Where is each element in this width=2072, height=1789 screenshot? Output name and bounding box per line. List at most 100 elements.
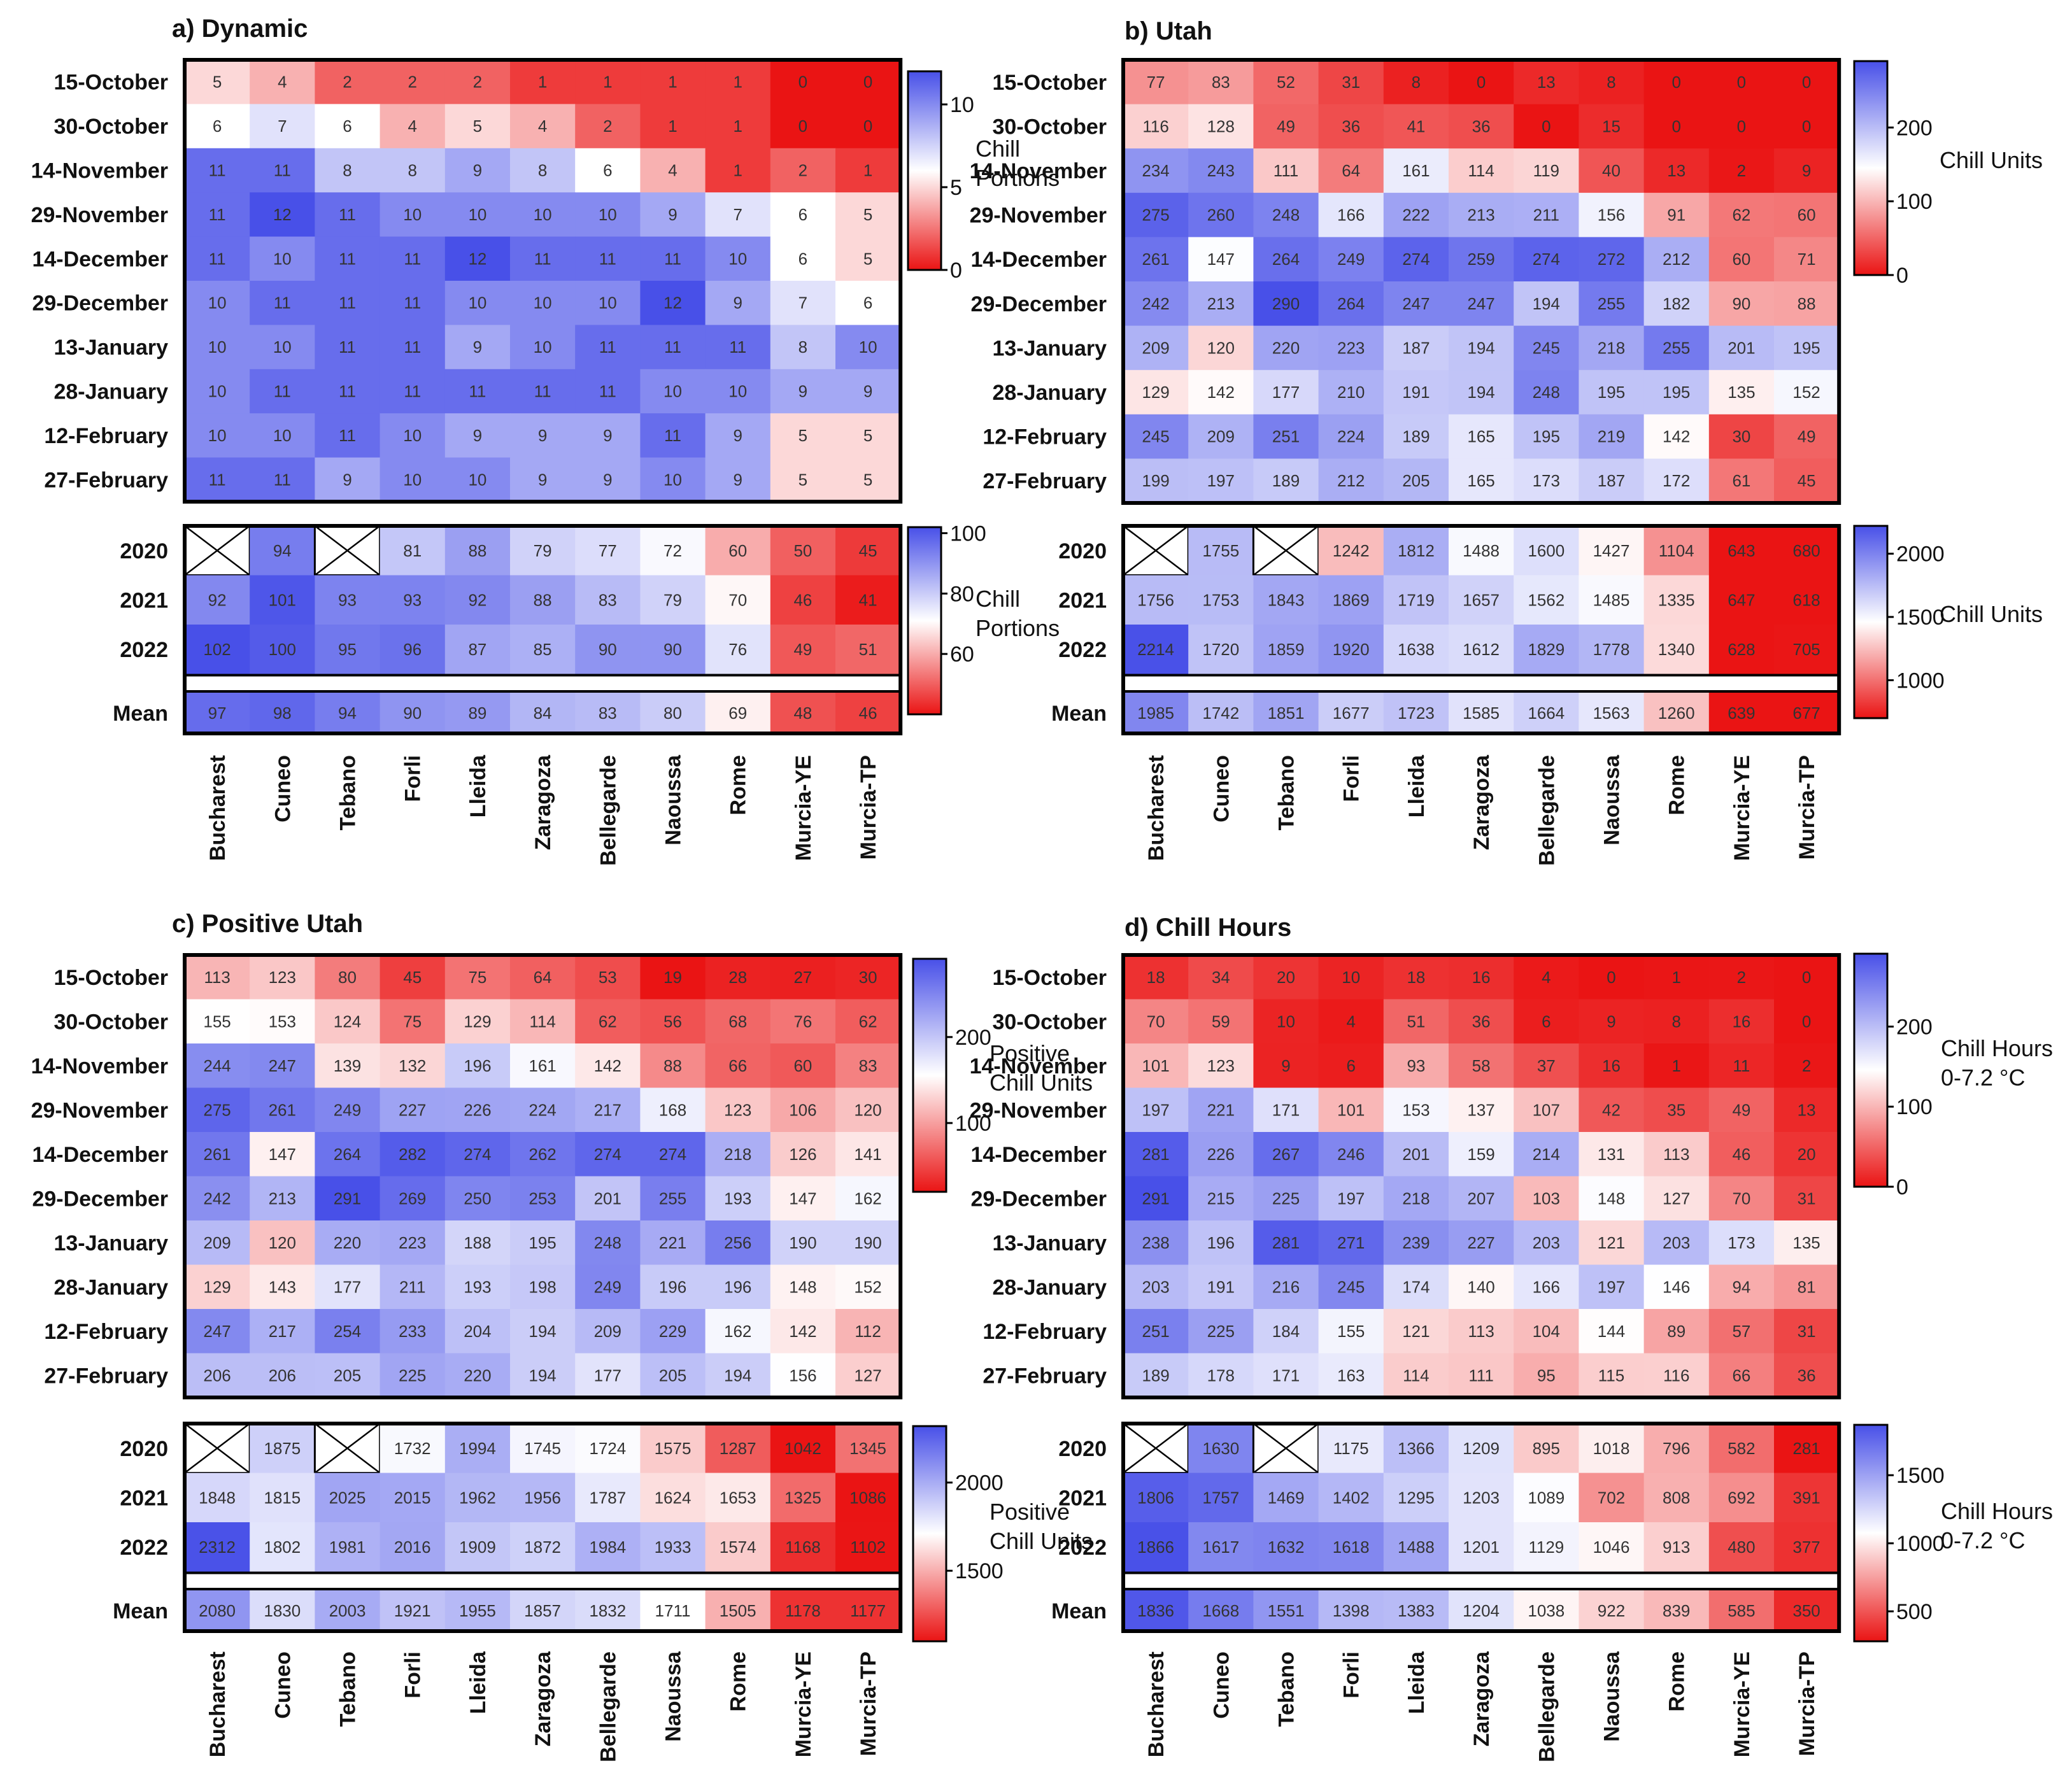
heat-cell <box>1643 414 1710 459</box>
heat-cell <box>1708 1087 1775 1133</box>
heat-cell <box>444 60 511 104</box>
heat-cell <box>1253 955 1319 1000</box>
heat-cell <box>315 1132 381 1177</box>
heat-cell <box>640 281 706 325</box>
heat-cell <box>510 192 576 237</box>
heat-cell <box>1643 60 1710 105</box>
heat-cell <box>835 1087 901 1133</box>
heat-cell <box>1253 370 1319 415</box>
heat-cell <box>315 1176 381 1221</box>
heat-cell <box>1383 1087 1449 1133</box>
cell-value: 135 <box>1792 1233 1820 1252</box>
cell-value: 199 <box>1142 471 1169 490</box>
mean-value: 1668 <box>1202 1601 1239 1620</box>
heat-cell <box>575 1264 641 1310</box>
heat-cell <box>1449 1353 1514 1398</box>
annual-cell <box>1383 526 1449 576</box>
cell-value: 10 <box>273 337 292 357</box>
cell-value: 227 <box>1467 1233 1494 1252</box>
annual-cell <box>1579 575 1645 625</box>
row-label: 15-October <box>993 966 1107 990</box>
cell-value: 4 <box>278 73 287 92</box>
annual-value: 94 <box>273 541 292 560</box>
heat-cell <box>1774 104 1840 149</box>
annual-cell <box>1188 1473 1254 1523</box>
column-label: Bucharest <box>1144 1651 1168 1757</box>
heat-cell <box>1579 1220 1645 1266</box>
annual-cell <box>705 1473 771 1523</box>
cell-value: 9 <box>733 426 742 445</box>
missing-cross <box>184 525 250 576</box>
heat-cell <box>510 1176 576 1221</box>
heat-cell <box>1188 414 1254 459</box>
heat-cell <box>640 104 706 149</box>
heat-cell <box>250 148 315 193</box>
annual-value: 796 <box>1663 1439 1690 1458</box>
cell-value: 204 <box>464 1322 491 1341</box>
mean-cell <box>315 1590 381 1631</box>
heat-cell <box>1123 955 1189 1000</box>
heat-cell <box>1514 414 1579 459</box>
cell-value: 123 <box>1207 1056 1235 1075</box>
annual-value: 1402 <box>1333 1488 1370 1507</box>
annual-cell <box>250 1522 315 1573</box>
heat-cell <box>1449 1264 1514 1310</box>
separator-gap <box>1123 674 1840 693</box>
heat-cell <box>1318 414 1384 459</box>
column-label: Bucharest <box>206 755 230 861</box>
heat-cell <box>1188 999 1254 1044</box>
heat-cell <box>1643 1132 1710 1177</box>
heat-cell <box>1514 1353 1579 1398</box>
mean-value: 585 <box>1728 1601 1755 1620</box>
annual-value: 101 <box>269 590 296 609</box>
heat-cell <box>705 236 771 281</box>
annual-value: 1624 <box>655 1488 692 1507</box>
panel-title: a) Dynamic <box>172 15 308 43</box>
row-label: 12-February <box>983 1320 1107 1344</box>
heat-cell <box>1708 1353 1775 1398</box>
cell-value: 6 <box>798 205 807 224</box>
annual-cell <box>1514 526 1579 576</box>
heat-cell <box>835 413 901 458</box>
annual-value: 1802 <box>264 1538 301 1557</box>
heat-cell <box>770 192 836 237</box>
cell-value: 10 <box>403 426 422 445</box>
cell-value: 129 <box>464 1012 491 1031</box>
heat-cell <box>380 1220 446 1266</box>
annual-cell <box>575 1424 641 1474</box>
annual-value: 41 <box>859 590 877 609</box>
annual-cell <box>1123 1473 1189 1523</box>
cell-value: 7 <box>278 117 287 136</box>
missing-cross <box>1123 525 1189 576</box>
heat-cell <box>444 369 511 414</box>
cell-value: 248 <box>594 1233 621 1252</box>
heat-cell <box>835 148 901 193</box>
heat-cell <box>1643 192 1710 237</box>
annual-value: 1859 <box>1268 640 1305 659</box>
heat-cell <box>1708 1309 1775 1354</box>
heat-cell <box>1123 281 1189 327</box>
annual-value: 2312 <box>199 1538 236 1557</box>
cell-value: 36 <box>1342 117 1360 136</box>
cell-value: 9 <box>473 426 482 445</box>
heat-cell <box>250 104 315 149</box>
cell-value: 182 <box>1663 294 1690 313</box>
cell-value: 1 <box>1671 968 1680 987</box>
annual-cell <box>640 1424 706 1474</box>
cell-value: 58 <box>1472 1056 1491 1075</box>
annual-value: 76 <box>728 640 747 659</box>
column-label: Lleida <box>1405 1651 1429 1714</box>
cell-value: 141 <box>854 1145 881 1164</box>
annual-value: 808 <box>1663 1488 1690 1507</box>
cell-value: 209 <box>594 1322 621 1341</box>
cell-value: 5 <box>213 73 222 92</box>
cell-value: 196 <box>464 1056 491 1075</box>
cell-value: 225 <box>1272 1189 1300 1208</box>
heat-cell <box>1383 281 1449 327</box>
annual-cell <box>1253 1522 1319 1573</box>
colorbar <box>907 70 942 271</box>
annual-cell <box>835 575 901 625</box>
heat-cell <box>1123 1043 1189 1089</box>
mean-cell <box>1318 693 1384 733</box>
heat-cell <box>510 148 576 193</box>
